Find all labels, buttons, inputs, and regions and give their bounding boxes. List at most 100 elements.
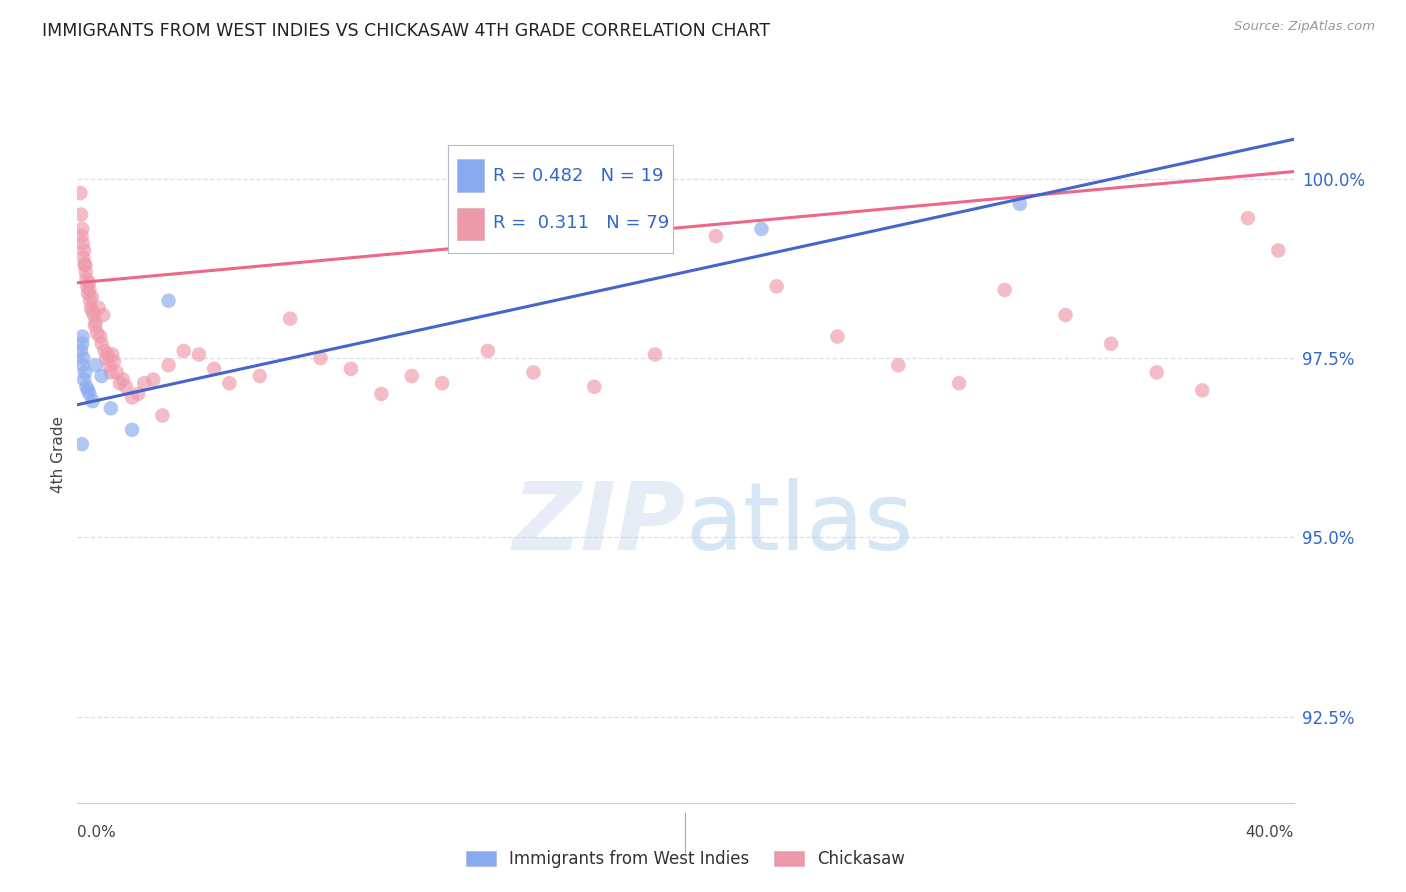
Point xyxy=(73,244,96,258)
Point xyxy=(72,329,94,343)
Point xyxy=(1267,244,1289,258)
Point xyxy=(309,351,332,365)
Point xyxy=(77,276,100,290)
Point xyxy=(93,343,115,358)
Point xyxy=(75,265,97,279)
Point xyxy=(79,283,101,297)
Point xyxy=(948,376,970,391)
Point xyxy=(278,311,301,326)
Point xyxy=(1146,366,1168,380)
Point xyxy=(108,376,131,391)
Point xyxy=(91,308,114,322)
Point xyxy=(1237,211,1260,226)
Point xyxy=(522,366,544,380)
Point xyxy=(83,308,105,322)
Point xyxy=(77,286,100,301)
Point xyxy=(1008,197,1031,211)
Point xyxy=(432,376,454,391)
Point xyxy=(202,362,225,376)
Point xyxy=(70,343,93,358)
Point xyxy=(73,373,96,387)
Point xyxy=(90,336,112,351)
Point xyxy=(70,336,93,351)
Point xyxy=(127,387,149,401)
Point xyxy=(100,401,122,416)
Point xyxy=(98,358,121,372)
Point xyxy=(1191,384,1213,398)
Point xyxy=(1327,308,1350,322)
Point xyxy=(79,387,101,401)
Point xyxy=(111,373,134,387)
Point xyxy=(765,279,787,293)
Point xyxy=(188,347,211,361)
Point xyxy=(704,229,727,244)
Text: R =  0.311   N = 79: R = 0.311 N = 79 xyxy=(494,214,669,232)
Point xyxy=(70,222,93,236)
Point xyxy=(80,290,103,304)
Text: IMMIGRANTS FROM WEST INDIES VS CHICKASAW 4TH GRADE CORRELATION CHART: IMMIGRANTS FROM WEST INDIES VS CHICKASAW… xyxy=(42,22,770,40)
Point xyxy=(100,366,122,380)
Point xyxy=(70,208,93,222)
Point xyxy=(1389,387,1406,401)
Point xyxy=(152,409,174,423)
Y-axis label: 4th Grade: 4th Grade xyxy=(51,417,66,493)
Point xyxy=(75,380,97,394)
Point xyxy=(73,258,96,272)
Point xyxy=(82,394,104,409)
Point xyxy=(370,387,392,401)
Point xyxy=(70,229,93,244)
Text: atlas: atlas xyxy=(686,478,914,571)
Text: 0.0%: 0.0% xyxy=(77,825,117,840)
Point xyxy=(1358,351,1381,365)
Text: 40.0%: 40.0% xyxy=(1246,825,1294,840)
Point xyxy=(134,376,156,391)
Point xyxy=(77,384,100,398)
Point xyxy=(340,362,363,376)
FancyBboxPatch shape xyxy=(457,160,484,192)
FancyBboxPatch shape xyxy=(457,208,484,240)
Point xyxy=(101,347,124,361)
Point xyxy=(89,329,111,343)
Point xyxy=(72,351,94,365)
Point xyxy=(1298,279,1320,293)
Point xyxy=(121,423,143,437)
Point xyxy=(72,236,94,251)
Point xyxy=(994,283,1017,297)
Point xyxy=(75,258,97,272)
Point xyxy=(827,329,849,343)
Point xyxy=(1054,308,1077,322)
Point xyxy=(751,222,773,236)
Point xyxy=(76,279,98,293)
Point xyxy=(887,358,910,372)
Point xyxy=(69,186,91,200)
Text: Source: ZipAtlas.com: Source: ZipAtlas.com xyxy=(1234,20,1375,33)
Point xyxy=(157,358,180,372)
Point xyxy=(97,347,120,361)
Point xyxy=(121,391,143,405)
Legend: Immigrants from West Indies, Chickasaw: Immigrants from West Indies, Chickasaw xyxy=(458,843,912,874)
Point xyxy=(249,369,271,384)
Point xyxy=(96,351,118,365)
Point xyxy=(84,318,107,333)
Point xyxy=(75,272,97,286)
Point xyxy=(583,380,606,394)
Point xyxy=(86,326,108,340)
Point xyxy=(84,315,107,329)
Point xyxy=(72,358,94,372)
Point xyxy=(1099,336,1122,351)
Point xyxy=(173,343,195,358)
Point xyxy=(105,366,128,380)
Point xyxy=(84,358,107,372)
Point xyxy=(103,354,125,368)
Point xyxy=(401,369,423,384)
Point xyxy=(142,373,165,387)
Point xyxy=(157,293,180,308)
Point xyxy=(73,366,96,380)
Text: R = 0.482   N = 19: R = 0.482 N = 19 xyxy=(494,167,664,185)
Point xyxy=(90,369,112,384)
Point xyxy=(82,304,104,318)
Point xyxy=(72,251,94,265)
Point xyxy=(80,301,103,315)
Point xyxy=(218,376,240,391)
Text: ZIP: ZIP xyxy=(513,478,686,571)
